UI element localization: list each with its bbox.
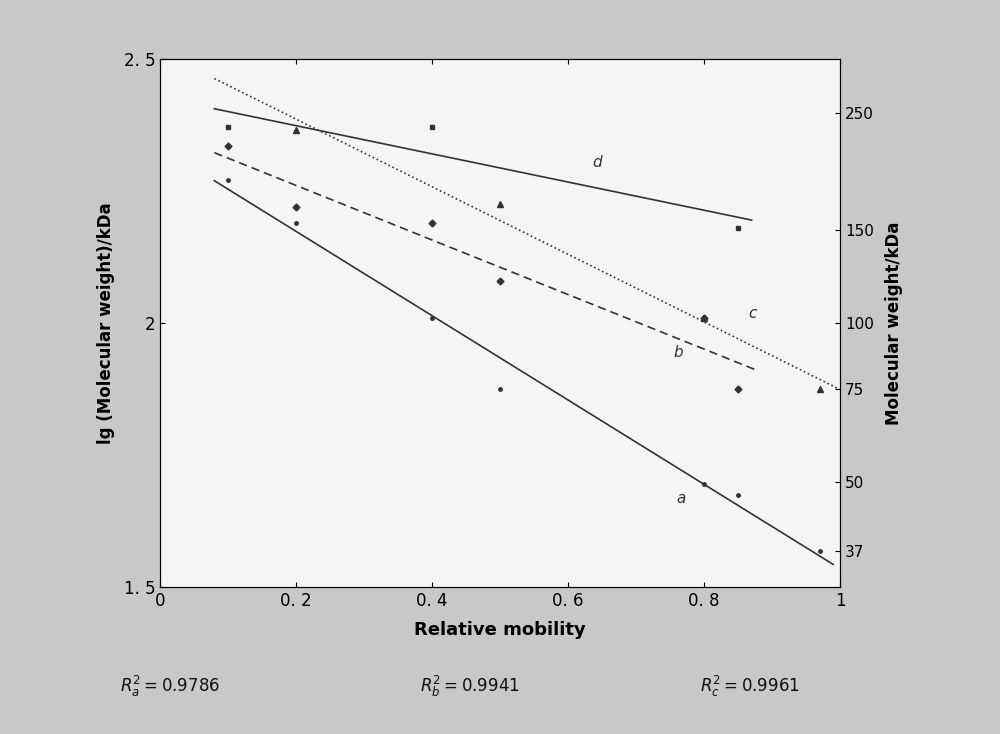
Text: d: d	[592, 155, 601, 170]
Y-axis label: Molecular weight/kDa: Molecular weight/kDa	[885, 221, 903, 425]
Text: $R_b^2 = 0.9941$: $R_b^2 = 0.9941$	[420, 674, 520, 699]
X-axis label: Relative mobility: Relative mobility	[414, 621, 586, 639]
Text: b: b	[673, 345, 683, 360]
Text: $R_c^2 = 0.9961$: $R_c^2 = 0.9961$	[700, 674, 800, 699]
Text: c: c	[748, 305, 757, 321]
Text: a: a	[677, 490, 686, 506]
Y-axis label: lg (Molecular weight)/kDa: lg (Molecular weight)/kDa	[97, 202, 115, 444]
Text: $R_a^2 = 0.9786$: $R_a^2 = 0.9786$	[120, 674, 220, 699]
